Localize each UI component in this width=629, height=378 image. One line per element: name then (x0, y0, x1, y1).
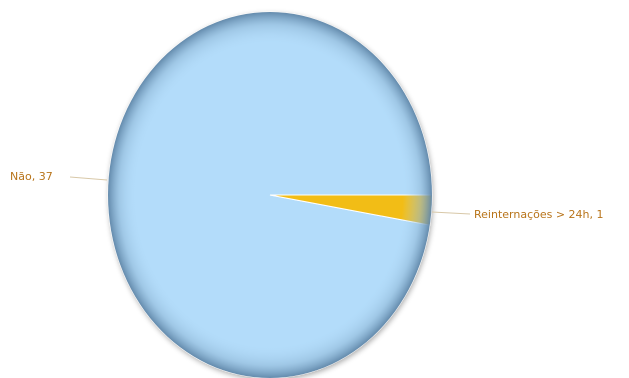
slice-label-reinternacoes: Reinternações > 24h, 1 (474, 208, 604, 221)
slice-label-nao: Não, 37 (10, 170, 53, 183)
leader-line-reinternacoes (431, 211, 471, 215)
pie-slices (107, 11, 433, 378)
leader-lines (69, 176, 471, 215)
slice-labels: Não, 37 Reinternações > 24h, 1 (10, 170, 604, 221)
leader-line-nao (69, 176, 108, 181)
